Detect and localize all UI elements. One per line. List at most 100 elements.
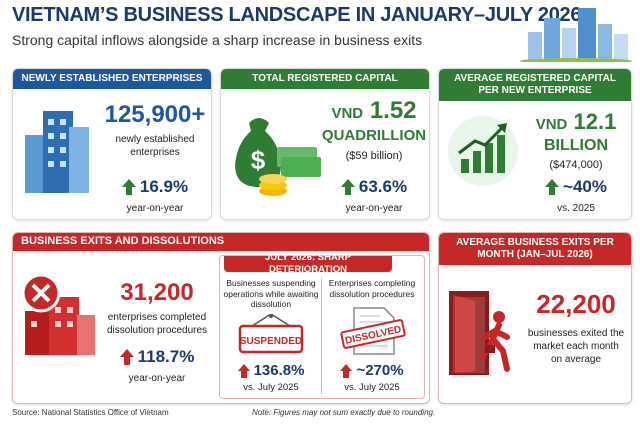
skyline-icon — [520, 8, 632, 62]
description: newly established enterprises — [115, 134, 195, 158]
decoration — [251, 314, 291, 327]
decoration: VND 12.1 — [521, 109, 631, 135]
decoration — [340, 363, 353, 378]
card-header: TOTAL REGISTERED CAPITAL — [221, 69, 429, 89]
decoration — [55, 321, 61, 327]
decoration — [544, 18, 560, 62]
up-arrow — [340, 179, 355, 195]
description: enterprises completed dissolution proced… — [106, 312, 208, 336]
change-note: vs. July 2025 — [344, 382, 400, 393]
change: 63.6% — [358, 177, 408, 196]
item-label: Businesses suspending operations while a… — [223, 278, 319, 310]
value: 31,200 — [120, 279, 194, 306]
decoration — [238, 324, 304, 354]
decoration — [340, 179, 355, 195]
decoration — [43, 111, 73, 193]
footnote: Note: Figures may not sum exactly due to… — [252, 408, 436, 417]
item-label: Enterprises completing dissolution proce… — [328, 278, 416, 299]
decoration — [453, 295, 475, 373]
decoration — [448, 116, 518, 186]
monthly-exits-card: AVERAGE BUSINESS EXITS PER MONTH (JAN–JU… — [438, 232, 632, 404]
decoration: 63.6% — [319, 177, 429, 197]
currency: VND — [331, 105, 364, 122]
decoration — [60, 119, 66, 125]
decoration — [360, 315, 388, 347]
decoration — [455, 297, 485, 373]
decoration — [259, 174, 287, 184]
value: 12.1 — [573, 109, 617, 134]
exit-door-icon — [449, 291, 510, 375]
value: 1.52 — [369, 97, 417, 124]
decoration — [31, 283, 51, 303]
decoration — [528, 32, 542, 62]
change-note: year-on-year — [126, 203, 184, 214]
sub-value: ($474,000) — [549, 159, 603, 171]
decoration — [48, 133, 54, 139]
up-arrow — [121, 179, 136, 195]
decoration — [25, 135, 47, 193]
suspended-sign: SUSPENDED — [238, 314, 304, 354]
change-note: year-on-year — [345, 203, 403, 214]
decoration — [340, 319, 406, 349]
description: businesses exited the market each month … — [527, 328, 625, 365]
decoration: VND 1.52 QUADRILLION ($59 billion) — [319, 97, 429, 162]
decoration — [485, 345, 495, 353]
decoration: 136.8% — [222, 362, 320, 379]
exits-card: BUSINESS EXITS AND DISSOLUTIONS 31,200 e… — [12, 232, 430, 404]
currency: VND — [535, 116, 568, 133]
decoration — [461, 135, 505, 173]
decoration — [31, 321, 37, 327]
decoration: VND 12.1 BILLION ($474,000) — [521, 109, 631, 171]
decoration — [321, 278, 322, 394]
decoration: 16.9% — [99, 177, 211, 197]
card-header: AVERAGE BUSINESS EXITS PER MONTH (JAN–JU… — [439, 233, 631, 265]
decoration — [497, 135, 505, 173]
up-arrow — [119, 349, 134, 365]
up-arrow — [545, 179, 560, 195]
up-arrow — [340, 363, 353, 378]
decoration — [60, 133, 66, 139]
decoration — [493, 311, 505, 323]
decoration — [578, 8, 596, 62]
decoration: $ — [251, 145, 266, 175]
decoration — [60, 147, 66, 153]
decoration — [562, 28, 576, 62]
decoration — [497, 123, 507, 133]
source: Source: National Statistics Office of Vi… — [12, 408, 169, 417]
decoration — [480, 322, 510, 372]
decoration — [69, 127, 89, 193]
value: 22,200 — [536, 289, 616, 319]
badge: SUSPENDED — [240, 336, 302, 347]
decoration — [461, 159, 469, 173]
card-header: NEWLY ESTABLISHED ENTERPRISES — [13, 69, 211, 89]
decoration — [55, 307, 61, 313]
card-header: BUSINESS EXITS AND DISSOLUTIONS — [13, 233, 429, 251]
money-icon: $ — [235, 118, 321, 196]
july-box: JULY 2026: SHARP DETERIORATION Businesse… — [219, 252, 425, 399]
decoration: ~40% — [521, 177, 631, 197]
sub-value: ($59 billion) — [345, 150, 403, 162]
decoration: 118.7% — [97, 347, 217, 367]
decoration: 125,900+ newly established enterprises — [99, 103, 211, 159]
average-capital-card: AVERAGE REGISTERED CAPITAL PER NEW ENTER… — [438, 68, 632, 220]
decoration: 31,200 enterprises completed dissolution… — [97, 281, 217, 337]
decoration — [48, 119, 66, 167]
title: VIETNAM’S BUSINESS LANDSCAPE IN JANUARY–… — [12, 4, 582, 26]
decoration — [67, 307, 73, 313]
value: 125,900+ — [104, 101, 206, 128]
decoration — [119, 349, 134, 365]
decoration — [48, 147, 54, 153]
decoration — [473, 151, 481, 173]
closed-building-icon — [21, 273, 95, 355]
decoration — [235, 118, 281, 187]
decoration — [485, 143, 493, 173]
decoration — [281, 157, 321, 177]
july-header: JULY 2026: SHARP DETERIORATION — [224, 252, 392, 275]
decoration — [67, 321, 73, 327]
change-note: year-on-year — [128, 373, 186, 384]
up-arrow — [237, 363, 250, 378]
unit: QUADRILLION — [321, 127, 427, 144]
decoration — [237, 363, 250, 378]
decoration: VND 1.52 — [319, 97, 429, 125]
decoration — [60, 161, 66, 167]
